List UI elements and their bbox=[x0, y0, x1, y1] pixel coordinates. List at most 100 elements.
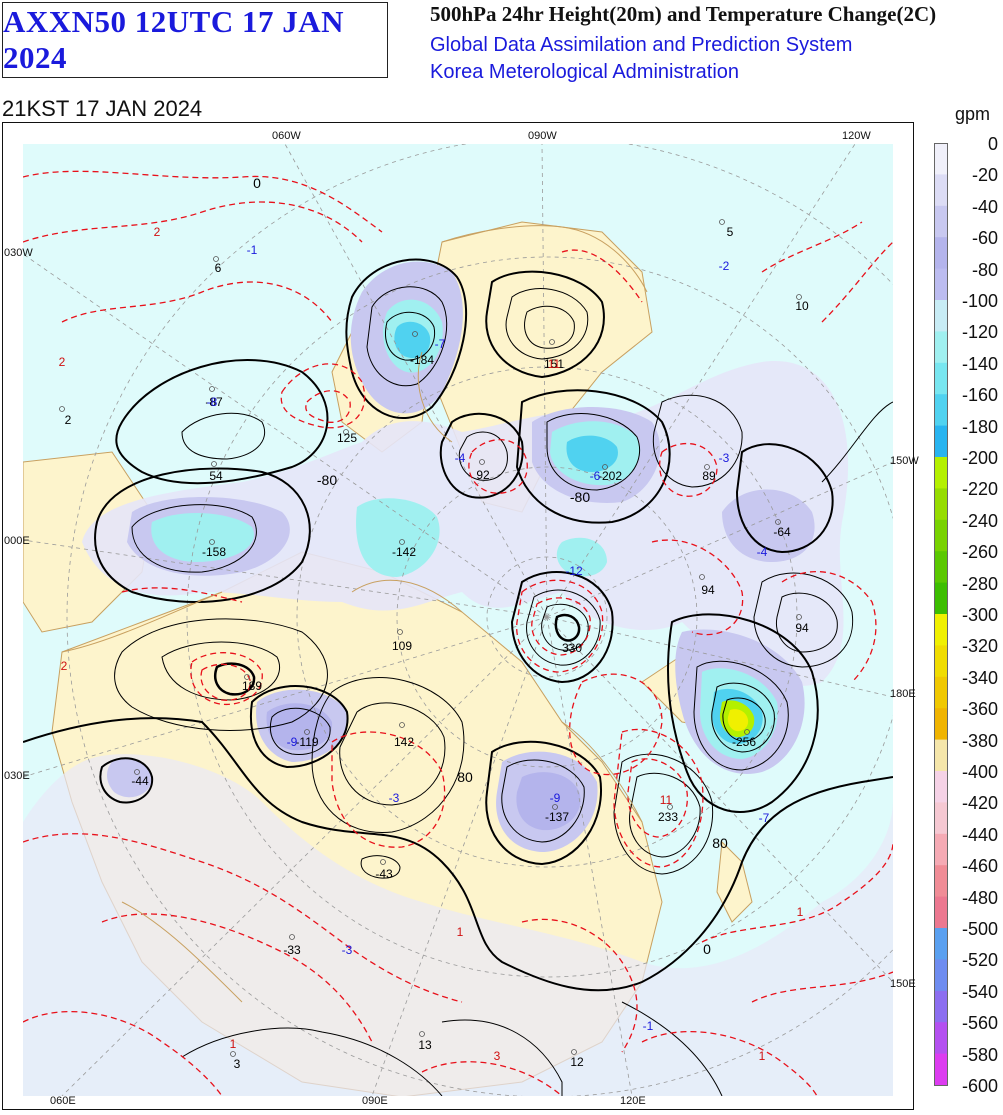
negative-shading bbox=[23, 261, 893, 1096]
colorbar-swatch bbox=[934, 174, 948, 207]
colorbar-swatch bbox=[934, 708, 948, 741]
temp-label: -12 bbox=[565, 564, 583, 578]
height-label: 142 bbox=[394, 735, 414, 749]
station-markers bbox=[59, 219, 802, 1057]
temp-label: 1 bbox=[230, 1037, 237, 1051]
temp-label: -3 bbox=[389, 791, 400, 805]
colorbar-level-label: -540 bbox=[961, 981, 998, 1002]
height-label: 151 bbox=[544, 357, 564, 371]
lon-label-left: 000E bbox=[4, 535, 30, 547]
valid-time: 21KST 17 JAN 2024 bbox=[2, 96, 203, 121]
colorbar-level-label: -340 bbox=[961, 667, 998, 688]
colorbar-level-label: -280 bbox=[961, 573, 998, 594]
height-label: -44 bbox=[131, 774, 149, 788]
height-label: -87 bbox=[205, 395, 223, 409]
contour-label: 80 bbox=[457, 769, 473, 785]
temp-label: 2 bbox=[154, 225, 161, 239]
polar-map: -184 151 125 92 -202 89 -64 -158 -142 94… bbox=[23, 144, 893, 1096]
colorbar-level-label: -180 bbox=[961, 416, 998, 437]
lon-label-bottom: 090E bbox=[362, 1095, 388, 1107]
colorbar-level-label: -260 bbox=[961, 542, 998, 563]
colorbar-level-label: -480 bbox=[961, 887, 998, 908]
contour-label: -80 bbox=[317, 472, 337, 488]
height-label: 2 bbox=[65, 413, 72, 427]
temp-label: 11 bbox=[660, 793, 673, 807]
colorbar-level-label: -80 bbox=[971, 259, 998, 280]
colorbar-swatch bbox=[934, 237, 948, 270]
temp-label: -1 bbox=[643, 1019, 654, 1033]
colorbar-swatch bbox=[934, 833, 948, 866]
colorbar-swatch bbox=[934, 614, 948, 646]
temp-label: -4 bbox=[455, 451, 466, 465]
product-title-box: AXXN50 12UTC 17 JAN 2024 bbox=[2, 2, 388, 78]
colorbar-swatch bbox=[934, 551, 948, 584]
colorbar-level-label: -200 bbox=[961, 448, 998, 468]
colorbar-level-label: -40 bbox=[971, 196, 998, 217]
lon-label-top: 060W bbox=[272, 130, 301, 142]
height-label: -256 bbox=[732, 735, 756, 749]
lon-label-right: 150W bbox=[890, 455, 919, 467]
temp-label: -6 bbox=[590, 469, 601, 483]
chart-title: 500hPa 24hr Height(20m) and Temperature … bbox=[430, 2, 937, 26]
temp-label: -9 bbox=[287, 735, 298, 749]
colorbar-level-label: -320 bbox=[961, 636, 998, 657]
height-label: 94 bbox=[701, 583, 715, 597]
height-label: -43 bbox=[375, 867, 393, 881]
colorbar-level-label: -240 bbox=[961, 510, 998, 531]
colorbar-level-label: 0 bbox=[987, 134, 998, 154]
colorbar-swatch bbox=[934, 205, 948, 238]
height-label: 330 bbox=[562, 641, 582, 655]
contour-value-labels: 0 -80 80 -80 80 0 bbox=[253, 175, 728, 957]
colorbar-level-label: -100 bbox=[961, 291, 998, 311]
colorbar-swatch bbox=[934, 519, 948, 552]
height-label: -33 bbox=[283, 943, 301, 957]
colorbar-level-label: -400 bbox=[961, 762, 998, 782]
colorbar-level-label: -500 bbox=[961, 919, 998, 939]
colorbar-swatch bbox=[934, 739, 948, 772]
agency-name: Korea Meterological Administration bbox=[430, 61, 740, 83]
colorbar-swatch bbox=[934, 990, 948, 1023]
contour-label: 0 bbox=[253, 175, 261, 191]
lon-label-right: 180E bbox=[890, 688, 916, 700]
lon-label-left: 030W bbox=[4, 247, 33, 259]
product-title: AXXN50 12UTC 17 JAN 2024 bbox=[3, 4, 345, 75]
colorbar-level-label: -300 bbox=[961, 605, 998, 625]
coastlines bbox=[61, 225, 648, 1003]
height-labels: -184 151 125 92 -202 89 -64 -158 -142 94… bbox=[65, 225, 809, 1071]
system-name: Global Data Assimilation and Prediction … bbox=[430, 34, 853, 56]
height-label: 92 bbox=[476, 468, 490, 482]
temp-label: -7 bbox=[759, 811, 770, 825]
colorbar-level-label: -60 bbox=[971, 228, 998, 249]
height-label: 54 bbox=[209, 469, 223, 483]
colorbar-swatch bbox=[934, 268, 948, 301]
colorbar-level-label: -460 bbox=[961, 856, 998, 877]
lon-label-bottom: 060E bbox=[50, 1095, 76, 1107]
temp-label: 2 bbox=[61, 659, 68, 673]
temp-label: -4 bbox=[757, 545, 768, 559]
height-label: 125 bbox=[337, 431, 357, 445]
contour-label: 0 bbox=[703, 941, 711, 957]
temp-label: 2 bbox=[59, 355, 66, 369]
colorbar-swatch bbox=[934, 425, 948, 458]
colorbar bbox=[934, 143, 948, 1086]
height-label: -184 bbox=[410, 353, 434, 367]
colorbar-swatch bbox=[934, 457, 948, 489]
lon-label-bottom: 120E bbox=[620, 1095, 646, 1107]
temperature-contours bbox=[23, 170, 893, 1096]
contour-label: -80 bbox=[570, 489, 590, 505]
colorbar-border bbox=[934, 143, 948, 1086]
colorbar-level-label: -600 bbox=[961, 1076, 998, 1096]
height-contours bbox=[23, 258, 893, 1096]
height-label: -119 bbox=[295, 735, 318, 749]
colorbar-swatch bbox=[934, 865, 948, 898]
temp-label: 3 bbox=[494, 1049, 501, 1063]
height-label: -202 bbox=[598, 469, 622, 483]
colorbar-level-label: -520 bbox=[961, 950, 998, 971]
height-label: 89 bbox=[702, 469, 716, 483]
height-label: 10 bbox=[795, 299, 809, 313]
lon-label-top: 090W bbox=[528, 130, 557, 142]
contour-label: 80 bbox=[712, 835, 728, 851]
colorbar-level-label: -440 bbox=[961, 824, 998, 845]
colorbar-swatch bbox=[934, 896, 948, 929]
height-label: 3 bbox=[234, 1057, 241, 1071]
